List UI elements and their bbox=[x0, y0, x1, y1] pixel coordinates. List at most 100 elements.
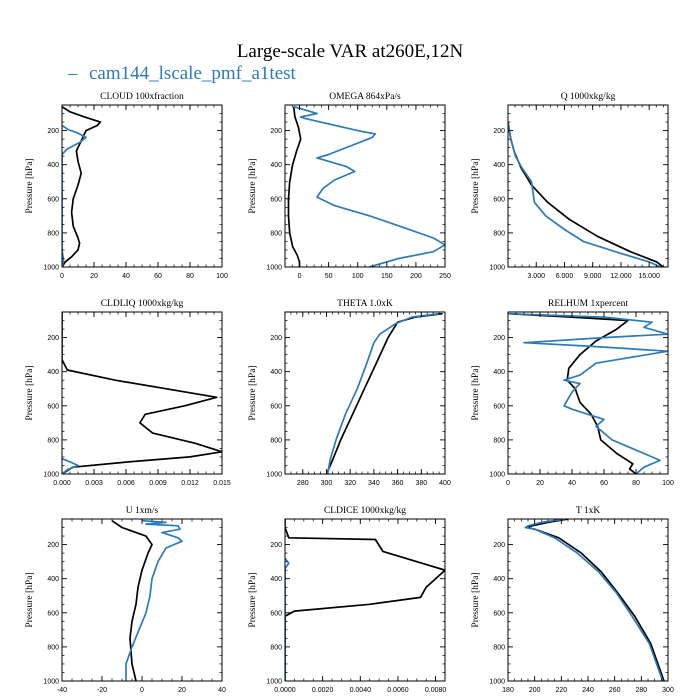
y-tick-label: 400 bbox=[270, 576, 282, 583]
y-axis-label: Pressure [hPa] bbox=[25, 158, 35, 213]
x-tick-label: 0.003 bbox=[85, 480, 103, 487]
x-tick-label: 80 bbox=[186, 273, 194, 280]
y-tick-label: 400 bbox=[493, 369, 505, 376]
series-line-cam144-lscale-pmf-a1test bbox=[508, 121, 661, 267]
figure-title: Large-scale VAR at260E,12N bbox=[237, 41, 464, 62]
plot-frame bbox=[61, 104, 223, 268]
x-tick-label: 300 bbox=[321, 480, 333, 487]
y-tick-label: 200 bbox=[47, 128, 59, 135]
series-line-cam144-lscale-pmf-a1test bbox=[508, 312, 668, 474]
y-tick-label: 200 bbox=[493, 128, 505, 135]
legend: – cam144_lscale_pmf_a1test bbox=[67, 63, 297, 84]
y-tick-label: 1000 bbox=[266, 679, 282, 686]
panel-title: OMEGA 864xPa/s bbox=[329, 92, 401, 102]
panel-title: RELHUM 1xpercent bbox=[548, 299, 628, 309]
y-tick-label: 1000 bbox=[489, 679, 505, 686]
series-line-control bbox=[62, 312, 222, 474]
series-line-control bbox=[62, 105, 102, 267]
x-tick-label: -40 bbox=[57, 687, 67, 694]
x-tick-label: 280 bbox=[635, 687, 647, 694]
x-tick-label: 250 bbox=[439, 273, 451, 280]
x-tick-label: 50 bbox=[325, 273, 333, 280]
panel-title: U 1xm/s bbox=[126, 506, 159, 516]
x-tick-label: 0.0020 bbox=[312, 687, 334, 694]
x-tick-label: 320 bbox=[344, 480, 356, 487]
x-tick-label: 0 bbox=[60, 273, 64, 280]
x-tick-label: 100 bbox=[216, 273, 228, 280]
y-tick-label: 400 bbox=[270, 162, 282, 169]
y-axis-label: Pressure [hPa] bbox=[471, 365, 481, 420]
y-tick-label: 1000 bbox=[266, 265, 282, 272]
x-tick-label: 40 bbox=[218, 687, 226, 694]
y-tick-label: 600 bbox=[47, 403, 59, 410]
x-tick-label: -20 bbox=[97, 687, 107, 694]
x-tick-label: 0 bbox=[140, 687, 144, 694]
x-tick-label: 280 bbox=[297, 480, 309, 487]
plot-frame bbox=[284, 311, 446, 475]
y-axis-label: Pressure [hPa] bbox=[471, 158, 481, 213]
series-line-control bbox=[508, 121, 664, 267]
x-tick-label: 12.000 bbox=[610, 273, 632, 280]
x-tick-label: 20 bbox=[536, 480, 544, 487]
plot-frame bbox=[507, 104, 669, 268]
plot-frame bbox=[284, 518, 446, 682]
y-tick-label: 400 bbox=[47, 162, 59, 169]
y-axis-label: Pressure [hPa] bbox=[248, 365, 258, 420]
x-tick-label: 6.000 bbox=[556, 273, 574, 280]
y-axis-label: Pressure [hPa] bbox=[248, 572, 258, 627]
panel-title: CLOUD 100xfraction bbox=[100, 91, 184, 102]
panel-title: Q 1000xkg/kg bbox=[561, 92, 616, 102]
x-tick-label: 15.000 bbox=[638, 273, 660, 280]
series-line-control bbox=[285, 519, 445, 681]
x-tick-label: 180 bbox=[502, 687, 514, 694]
y-tick-label: 600 bbox=[47, 610, 59, 617]
y-tick-label: 800 bbox=[47, 230, 59, 237]
x-tick-label: 400 bbox=[439, 480, 451, 487]
series-line-cam144-lscale-pmf-a1test bbox=[125, 519, 183, 681]
y-tick-label: 200 bbox=[47, 335, 59, 342]
y-tick-label: 600 bbox=[47, 196, 59, 203]
panel-t: T 1xK Pressure [hPa] 180 200 220 240 260 280 300… bbox=[471, 506, 674, 694]
y-tick-label: 400 bbox=[493, 162, 505, 169]
x-tick-label: 0.015 bbox=[213, 480, 231, 487]
x-tick-label: 0.012 bbox=[181, 480, 199, 487]
y-tick-label: 1000 bbox=[43, 679, 59, 686]
y-tick-label: 400 bbox=[270, 369, 282, 376]
x-tick-label: 100 bbox=[662, 480, 674, 487]
panel-cloud: CLOUD 100xfraction Pressure [hPa] 0 20 40 60 8… bbox=[25, 91, 228, 280]
y-tick-label: 800 bbox=[493, 437, 505, 444]
y-tick-label: 400 bbox=[493, 576, 505, 583]
y-tick-label: 600 bbox=[270, 403, 282, 410]
panel-u: U 1xm/s Pressure [hPa] -40 -20 0 20 40 200 400 60… bbox=[25, 506, 226, 694]
x-tick-label: 200 bbox=[529, 687, 541, 694]
series-line-control bbox=[111, 519, 153, 681]
y-tick-label: 200 bbox=[270, 128, 282, 135]
y-tick-label: 200 bbox=[47, 542, 59, 549]
y-tick-label: 200 bbox=[270, 542, 282, 549]
x-tick-label: 80 bbox=[632, 480, 640, 487]
y-tick-label: 400 bbox=[47, 576, 59, 583]
legend-dash-icon: – bbox=[67, 63, 78, 84]
x-tick-label: 9.000 bbox=[584, 273, 602, 280]
x-tick-label: 20 bbox=[178, 687, 186, 694]
x-tick-label: 0.0040 bbox=[350, 687, 372, 694]
y-tick-label: 800 bbox=[493, 230, 505, 237]
x-tick-label: 380 bbox=[415, 480, 427, 487]
y-tick-label: 800 bbox=[47, 644, 59, 651]
y-tick-label: 600 bbox=[270, 610, 282, 617]
y-tick-label: 1000 bbox=[43, 265, 59, 272]
y-tick-label: 1000 bbox=[43, 472, 59, 479]
y-axis-label: Pressure [hPa] bbox=[25, 572, 35, 627]
x-tick-label: 220 bbox=[555, 687, 567, 694]
y-tick-label: 800 bbox=[270, 644, 282, 651]
x-tick-label: 20 bbox=[90, 273, 98, 280]
x-tick-label: 60 bbox=[154, 273, 162, 280]
y-tick-label: 200 bbox=[493, 542, 505, 549]
plot-frame bbox=[61, 311, 223, 475]
series-line-control bbox=[525, 519, 665, 681]
y-tick-label: 200 bbox=[270, 335, 282, 342]
panel-omega: OMEGA 864xPa/s Pressure [hPa] 0 50 100 150 200… bbox=[248, 92, 451, 280]
x-tick-label: 360 bbox=[392, 480, 404, 487]
x-tick-label: 100 bbox=[352, 273, 364, 280]
y-tick-label: 600 bbox=[493, 403, 505, 410]
